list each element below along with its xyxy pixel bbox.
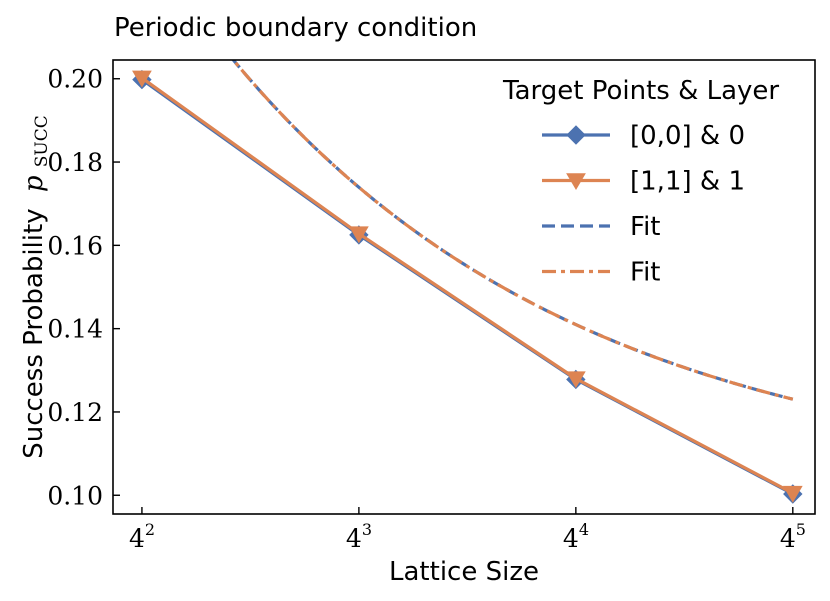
chart-title: Periodic boundary condition xyxy=(114,13,477,43)
svg-text:Success Probability p: Success Probability p SUCC xyxy=(19,115,52,459)
legend-item: Fit xyxy=(542,258,660,288)
x-axis-label: Lattice Size xyxy=(389,557,539,587)
x-tick-label-exp: 4 xyxy=(579,520,589,539)
y-tick-label: 0.14 xyxy=(47,315,103,344)
y-tick-label: 0.16 xyxy=(47,231,103,260)
y-tick-label: 0.10 xyxy=(47,481,103,510)
y-axis-label-text: Success Probability xyxy=(19,208,49,458)
y-axis-label-sub: SUCC xyxy=(32,115,52,167)
x-tick-label-base: 4 xyxy=(780,524,796,553)
legend: Target Points & Layer [0,0] & 0 [1,1] & 1… xyxy=(502,76,779,288)
series-line xyxy=(140,76,794,495)
y-tick-label: 0.12 xyxy=(47,398,103,427)
y-axis-label-math: p xyxy=(19,175,49,192)
series-line xyxy=(231,60,794,401)
data-point xyxy=(782,485,803,503)
data-point xyxy=(132,70,152,88)
x-tick-label-exp: 5 xyxy=(796,520,806,539)
legend-marker xyxy=(566,173,586,191)
legend-label: [1,1] & 1 xyxy=(630,167,745,197)
plot-data xyxy=(132,60,803,504)
y-axis: 0.10 0.12 0.14 0.16 0.18 0.20 xyxy=(47,65,120,510)
legend-item: Fit xyxy=(542,212,660,242)
y-tick-label: 0.20 xyxy=(47,65,103,94)
legend-item: [0,0] & 0 xyxy=(542,121,745,151)
plot-frame xyxy=(112,59,816,515)
legend-title: Target Points & Layer xyxy=(502,76,779,106)
x-tick-label-base: 4 xyxy=(129,524,145,553)
legend-label: Fit xyxy=(630,258,660,288)
y-axis-label: Success Probability p SUCC xyxy=(19,115,52,459)
x-tick-label-base: 4 xyxy=(563,524,579,553)
legend-item: [1,1] & 1 xyxy=(542,167,745,197)
data-point xyxy=(349,226,369,244)
x-tick-label-exp: 3 xyxy=(362,520,372,539)
data-point xyxy=(565,371,586,389)
x-tick-label-exp: 2 xyxy=(145,520,155,539)
y-tick-label: 0.18 xyxy=(47,148,103,177)
legend-label: Fit xyxy=(630,212,660,242)
legend-label: [0,0] & 0 xyxy=(630,121,745,151)
x-tick-label-base: 4 xyxy=(346,524,362,553)
legend-marker xyxy=(566,125,586,145)
plot-area xyxy=(132,60,803,504)
